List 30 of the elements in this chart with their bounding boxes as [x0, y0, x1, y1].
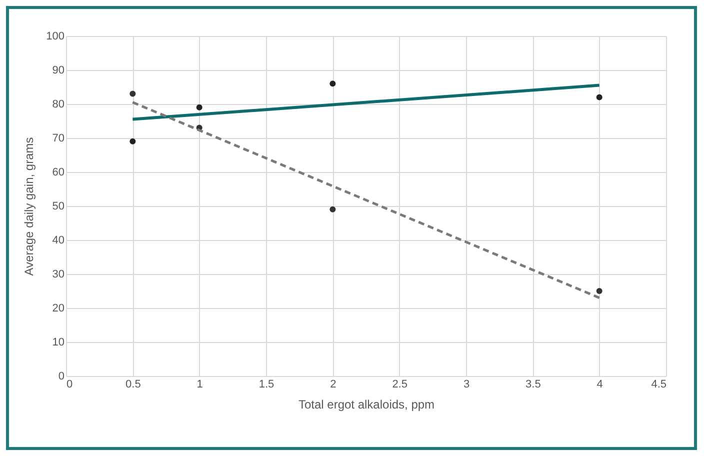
x-tick-label: 4.5 — [651, 378, 666, 390]
y-tick-label: 10 — [52, 336, 64, 348]
y-axis-title: Average daily gain, grams — [22, 137, 36, 276]
point — [330, 206, 336, 212]
x-tick-label: 2 — [330, 378, 336, 390]
point — [330, 80, 336, 87]
x-tick-label: 3.5 — [526, 378, 541, 390]
y-tick-label: 60 — [52, 166, 64, 178]
x-tick-label: 1 — [196, 378, 203, 390]
x-axis-title: Total ergot alkaloids, ppm — [298, 398, 435, 412]
y-tick-label: 80 — [52, 98, 64, 110]
x-tick-label: 0.5 — [126, 378, 141, 390]
y-tick-label: 70 — [52, 132, 64, 144]
x-tick-label: 3 — [463, 378, 470, 390]
x-tick-label: 1.5 — [258, 378, 274, 390]
point — [596, 288, 602, 294]
point — [130, 90, 136, 97]
y-tick-label: 40 — [52, 234, 64, 246]
point — [596, 94, 602, 100]
x-tick-label: 4 — [596, 378, 603, 390]
point — [130, 138, 136, 144]
y-tick-label: 100 — [46, 30, 64, 42]
y-tick-label: 50 — [52, 200, 64, 212]
x-tick-label: 2.5 — [392, 378, 408, 390]
x-tick-label: 0 — [66, 378, 73, 390]
y-tick-label: 30 — [52, 268, 64, 280]
y-tick-label: 90 — [52, 64, 64, 76]
y-tick-label: 20 — [52, 302, 64, 314]
y-tick-label: 0 — [58, 370, 64, 382]
point — [196, 104, 202, 110]
